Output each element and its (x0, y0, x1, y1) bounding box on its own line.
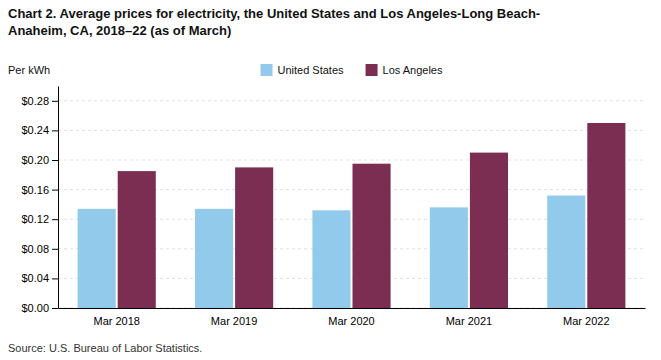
tick-label: $0.16 (21, 184, 49, 196)
tick: $0.28 (21, 95, 58, 107)
axis-line (59, 308, 646, 309)
tick-label: $0.00 (21, 302, 49, 314)
chart: Chart 2. Average prices for electricity,… (0, 0, 661, 360)
bar (470, 153, 508, 308)
bar (312, 210, 350, 308)
tick: $0.12 (21, 213, 58, 225)
bar (195, 209, 233, 308)
tick: Mar 2020 (328, 315, 374, 327)
tick-mark (52, 160, 58, 161)
axis-title: Per kWh (8, 64, 50, 76)
tick-mark (52, 249, 58, 250)
tick-label: $0.24 (21, 124, 49, 136)
grid-line (58, 130, 645, 131)
bar-series (118, 123, 626, 308)
source: Source: U.S. Bureau of Labor Statistics. (8, 342, 202, 354)
tick: $0.04 (21, 272, 58, 284)
tick-mark (52, 190, 58, 191)
bar (235, 167, 273, 308)
bar (587, 123, 625, 308)
tick: Mar 2019 (211, 315, 257, 327)
tick-label: Mar 2021 (446, 315, 492, 327)
tick: $0.24 (21, 124, 58, 136)
tick-mark (52, 219, 58, 220)
tick-label: $0.08 (21, 243, 49, 255)
legend-label: Los Angeles (383, 64, 443, 76)
tick: $0.08 (21, 243, 58, 255)
x-axis: Mar 2018 Mar 2019 Mar 2020 Mar 2021 Mar 2022 (59, 309, 646, 327)
y-axis: $0.00 $0.04 $0.08 $0.12 $0.16 $0.20 $0.24 $0.28 (21, 87, 58, 315)
tick: Mar 2018 (93, 315, 139, 327)
bar (353, 164, 391, 308)
legend-swatch (366, 64, 378, 76)
tick-label: $0.04 (21, 272, 49, 284)
grid-line (58, 100, 645, 101)
tick-label: $0.28 (21, 95, 49, 107)
grid-line (58, 160, 645, 161)
tick: $0.00 (21, 302, 58, 314)
tick-mark (52, 308, 58, 309)
tick: $0.16 (21, 184, 58, 196)
bar (547, 196, 585, 308)
legend: United States Los Angeles (261, 64, 443, 76)
legend-item: United States (261, 64, 345, 76)
legend-label: United States (278, 64, 345, 76)
tick-label: Mar 2022 (563, 315, 609, 327)
title: Chart 2. Average prices for electricity,… (8, 6, 540, 21)
tick: Mar 2022 (563, 315, 609, 327)
legend-swatch (261, 64, 273, 76)
plot: $0.00 $0.04 $0.08 $0.12 $0.16 $0.20 $0.24 $0.28… (21, 87, 645, 327)
tick-label: Mar 2019 (211, 315, 257, 327)
tick-label: $0.12 (21, 213, 49, 225)
tick-label: $0.20 (21, 154, 49, 166)
tick-mark (52, 101, 58, 102)
tick-label: Mar 2018 (93, 315, 139, 327)
bar (78, 209, 116, 308)
bar (430, 207, 468, 308)
tick-mark (52, 278, 58, 279)
tick-mark (52, 130, 58, 131)
grid (58, 101, 645, 308)
tick: $0.20 (21, 154, 58, 166)
axis-line (58, 87, 59, 309)
tick: Mar 2021 (446, 315, 492, 327)
bars (78, 123, 626, 308)
tick-label: Mar 2020 (328, 315, 374, 327)
bar (118, 171, 156, 308)
legend-item: Los Angeles (366, 64, 443, 76)
title: Anaheim, CA, 2018–22 (as of March) (8, 23, 231, 38)
